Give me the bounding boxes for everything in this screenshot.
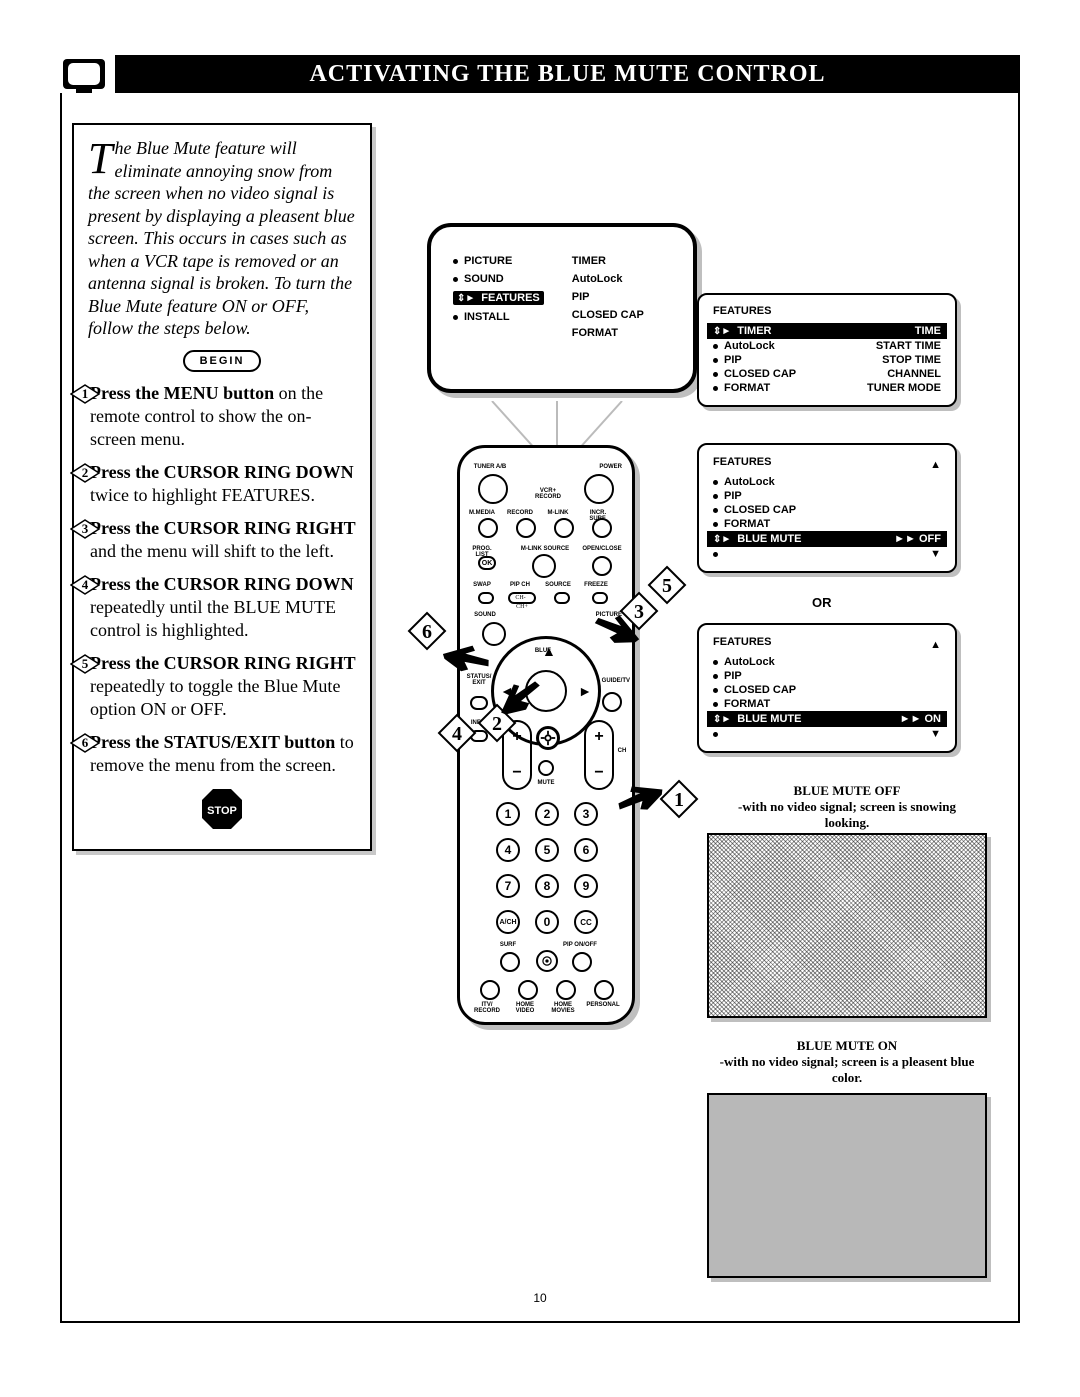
- features-panel-bluemute-on: FEATURES▲ AutoLockPIPCLOSED CAPFORMAT⇕►B…: [697, 623, 957, 753]
- menu-button[interactable]: [536, 726, 560, 750]
- step-3: 3Press the CURSOR RING RIGHT and the men…: [88, 517, 356, 563]
- ok-button[interactable]: OK: [478, 556, 496, 570]
- svg-text:6: 6: [82, 735, 89, 750]
- caption-bluemute-off: BLUE MUTE OFF -with no video signal; scr…: [717, 783, 977, 831]
- snow-screen: [707, 833, 987, 1018]
- num-4[interactable]: 4: [496, 838, 520, 862]
- channel-rocker[interactable]: +−: [584, 720, 614, 790]
- itv-button[interactable]: [480, 980, 500, 1000]
- svg-text:1: 1: [674, 789, 684, 811]
- ach-button[interactable]: A/CH: [496, 910, 520, 934]
- svg-text:1: 1: [82, 386, 89, 401]
- svg-text:4: 4: [82, 577, 89, 592]
- guide-button[interactable]: [602, 692, 622, 712]
- page-number: 10: [533, 1291, 546, 1305]
- features-panel-timer: FEATURES ⇕►TIMERTIMEAutoLockSTART TIMEPI…: [697, 293, 957, 407]
- mlinksource-button[interactable]: [532, 554, 556, 578]
- record-button[interactable]: [516, 518, 536, 538]
- step-1: 1Press the MENU button on the remote con…: [88, 382, 356, 451]
- step-2: 2Press the CURSOR RING DOWN twice to hig…: [88, 461, 356, 507]
- num-1[interactable]: 1: [496, 802, 520, 826]
- intro-text: The Blue Mute feature will eliminate ann…: [88, 137, 356, 340]
- num-9[interactable]: 9: [574, 874, 598, 898]
- label-power: POWER: [582, 464, 622, 470]
- label-vcr: VCR+ RECORD: [528, 488, 568, 500]
- step-6: 6Press the STATUS/EXIT button to remove …: [88, 731, 356, 777]
- homevideo-button[interactable]: [518, 980, 538, 1000]
- svg-text:5: 5: [662, 575, 672, 597]
- step-4: 4Press the CURSOR RING DOWN repeatedly u…: [88, 573, 356, 642]
- svg-text:6: 6: [422, 621, 432, 643]
- svg-text:STOP: STOP: [207, 805, 237, 817]
- num-6[interactable]: 6: [574, 838, 598, 862]
- step-5: 5Press the CURSOR RING RIGHT repeatedly …: [88, 652, 356, 721]
- svg-text:4: 4: [452, 723, 462, 745]
- callout-4: 4: [437, 713, 477, 753]
- center-button[interactable]: [536, 950, 558, 972]
- svg-text:3: 3: [82, 521, 89, 536]
- num-8[interactable]: 8: [535, 874, 559, 898]
- begin-pill: BEGIN: [183, 350, 261, 372]
- surf-button[interactable]: [500, 952, 520, 972]
- projection-beams: [487, 401, 627, 451]
- caption-bluemute-on: BLUE MUTE ON -with no video signal; scre…: [717, 1038, 977, 1086]
- tv-menu-features: ⇕►FEATURES: [453, 291, 544, 305]
- pip-button[interactable]: [572, 952, 592, 972]
- page-title: ACTIVATING THE BLUE MUTE CONTROL: [309, 61, 825, 88]
- features-panel-bluemute-off: FEATURES▲ AutoLockPIPCLOSED CAPFORMAT⇕►B…: [697, 443, 957, 573]
- label-tuner: TUNER A/B: [470, 464, 510, 470]
- openclose-button[interactable]: [592, 556, 612, 576]
- mute-button[interactable]: [538, 760, 554, 776]
- tv-main-menu: PICTURESOUND⇕►FEATURESINSTALL TIMERAutoL…: [427, 223, 697, 393]
- swap-button[interactable]: [478, 592, 494, 604]
- tv-corner-icon: [62, 58, 106, 94]
- svg-text:2: 2: [82, 465, 89, 480]
- stop-badge: STOP: [200, 787, 244, 831]
- callout-5: 5: [647, 565, 687, 605]
- or-label: OR: [812, 595, 832, 610]
- tv-menu-picture: PICTURE: [453, 255, 544, 267]
- num-3[interactable]: 3: [574, 802, 598, 826]
- panel-title: FEATURES: [713, 305, 941, 317]
- dropcap: T: [88, 137, 114, 177]
- tuner-button[interactable]: [478, 474, 508, 504]
- num-0[interactable]: 0: [535, 910, 559, 934]
- page-title-bar: ACTIVATING THE BLUE MUTE CONTROL: [115, 55, 1020, 93]
- page-frame: The Blue Mute feature will eliminate ann…: [60, 93, 1020, 1323]
- num-2[interactable]: 2: [535, 802, 559, 826]
- power-button[interactable]: [584, 474, 614, 504]
- num-7[interactable]: 7: [496, 874, 520, 898]
- homemovies-button[interactable]: [556, 980, 576, 1000]
- pipch-button[interactable]: CH- CH+: [508, 592, 536, 604]
- cc-button[interactable]: CC: [574, 910, 598, 934]
- svg-text:5: 5: [82, 656, 89, 671]
- mlink-button[interactable]: [554, 518, 574, 538]
- source-button[interactable]: [554, 592, 570, 604]
- instructions-panel: The Blue Mute feature will eliminate ann…: [72, 123, 372, 851]
- mmedia-button[interactable]: [478, 518, 498, 538]
- illustration-area: PICTURESOUND⇕►FEATURESINSTALL TIMERAutoL…: [397, 123, 1008, 1311]
- intro-body: he Blue Mute feature will eliminate anno…: [88, 138, 355, 338]
- blue-screen: [707, 1093, 987, 1278]
- tv-menu-sound: SOUND: [453, 273, 544, 285]
- personal-button[interactable]: [594, 980, 614, 1000]
- tv-menu-install: INSTALL: [453, 311, 544, 323]
- num-5[interactable]: 5: [535, 838, 559, 862]
